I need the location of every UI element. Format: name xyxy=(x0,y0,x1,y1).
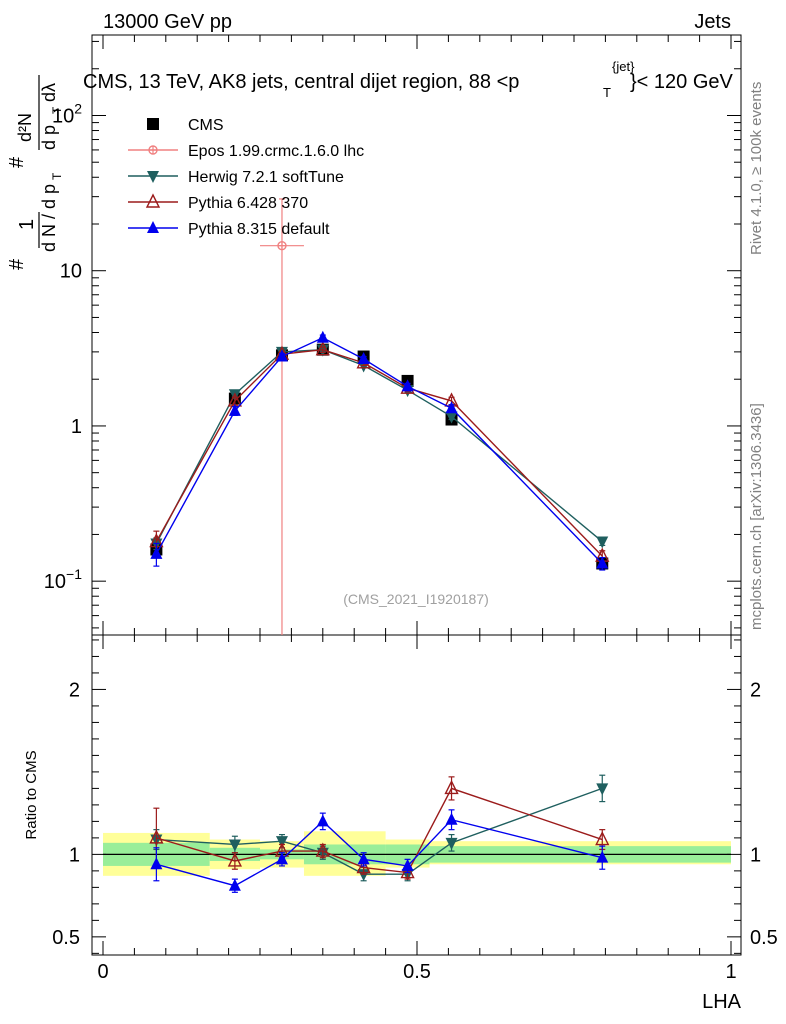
x-tick-label: 0.5 xyxy=(403,961,431,983)
series-line xyxy=(155,336,603,564)
legend-label: Pythia 8.315 default xyxy=(188,221,330,238)
data-point xyxy=(445,812,458,825)
data-point xyxy=(596,556,609,569)
legend-label: CMS xyxy=(188,117,224,134)
legend-marker xyxy=(147,221,159,233)
plot-title: CMS, 13 TeV, AK8 jets, central dijet reg… xyxy=(83,59,734,100)
data-point xyxy=(150,857,163,870)
data-point xyxy=(315,842,330,857)
main-series-herwig-7-2-1-softtune xyxy=(150,344,609,551)
series-line xyxy=(156,818,603,887)
data-point xyxy=(401,858,414,871)
legend-label: Herwig 7.2.1 softTune xyxy=(188,169,344,186)
axis-ticks xyxy=(92,35,741,955)
series-line xyxy=(155,348,603,557)
legend-label: Epos 1.99.crmc.1.6.0 lhc xyxy=(188,143,364,160)
data-point xyxy=(275,349,288,362)
data-point xyxy=(596,536,609,549)
ratio-series-pythia-8-315-default xyxy=(150,809,609,893)
data-point xyxy=(228,839,241,852)
data-point xyxy=(275,852,288,865)
ratio-series-group xyxy=(149,774,610,893)
main-y-axis-label: # 1 d N / d p T # d²N d p T dλ xyxy=(6,75,64,270)
ratio-y-tick-label-right: 2 xyxy=(750,679,761,701)
ylabel-dpt: d p xyxy=(39,125,59,150)
series-line xyxy=(156,787,603,875)
data-point xyxy=(445,401,458,414)
legend-marker xyxy=(147,118,159,130)
ratio-y-tick-label: 0.5 xyxy=(52,927,80,949)
data-point xyxy=(444,779,459,795)
data-point xyxy=(596,850,609,863)
data-point xyxy=(316,814,329,827)
legend: CMS Epos 1.99.crmc.1.6.0 lhc Herwig 7.2.1 … xyxy=(128,117,364,238)
ratio-y-tick-label: 2 xyxy=(69,679,80,701)
mcplots-label: mcplots.cern.ch [arXiv:1306.3436] xyxy=(748,403,765,630)
energy-label: 13000 GeV pp xyxy=(103,11,232,33)
title-main: CMS, 13 TeV, AK8 jets, central dijet reg… xyxy=(83,71,519,93)
main-series-epos-1-99-crmc-1-6-0-lhc xyxy=(260,198,304,635)
data-point xyxy=(445,411,458,424)
x-tick-label: 1 xyxy=(725,961,736,983)
series-line xyxy=(156,787,603,874)
ratio-y-axis-label: Ratio to CMS xyxy=(23,750,40,839)
ylabel-t1: T xyxy=(50,172,64,180)
main-y-tick-label: 10−1 xyxy=(44,566,82,593)
main-y-tick-label: 102 xyxy=(52,100,82,127)
title-sub: T xyxy=(603,85,611,100)
main-y-tick-label: 1 xyxy=(71,416,82,438)
x-tick-label: 0 xyxy=(97,961,108,983)
ylabel-hash-1: # xyxy=(6,258,28,270)
legend-label: Pythia 6.428 370 xyxy=(188,195,308,212)
x-axis-label: LHA xyxy=(702,991,742,1013)
main-series-pythia-6-428-370 xyxy=(149,341,610,563)
legend-marker xyxy=(147,171,159,183)
legend-marker xyxy=(145,193,161,208)
ylabel-dlambda: dλ xyxy=(39,83,59,102)
ylabel-one: 1 xyxy=(16,219,38,230)
data-point xyxy=(595,830,610,846)
data-point xyxy=(596,783,609,796)
title-sup: {jet} xyxy=(612,59,635,74)
ylabel-dndpt: d N / d p xyxy=(39,184,59,252)
process-label: Jets xyxy=(694,11,731,33)
ylabel-t2: T xyxy=(50,106,64,114)
ratio-y-tick-label: 1 xyxy=(69,844,80,866)
ylabel-hash-2: # xyxy=(6,156,28,168)
series-line xyxy=(155,348,603,544)
data-point xyxy=(316,330,329,343)
data-point xyxy=(401,379,414,392)
data-point xyxy=(400,863,415,879)
ratio-y-tick-label-right: 1 xyxy=(750,844,761,866)
main-y-tick-label: 10 xyxy=(60,261,82,283)
data-point xyxy=(315,341,330,356)
data-point xyxy=(357,852,370,865)
data-point xyxy=(356,859,371,874)
data-point xyxy=(445,837,458,850)
data-point xyxy=(357,351,370,364)
analysis-watermark: (CMS_2021_I1920187) xyxy=(343,591,489,607)
data-point xyxy=(228,878,241,891)
main-series-group xyxy=(149,198,610,635)
ratio-y-tick-label-right: 0.5 xyxy=(750,927,778,949)
axis-tick-labels: 0 0.5 1 10−1 1 10 102 0.5 0.5 1 1 2 2 xyxy=(44,100,778,983)
ratio-panel-frame xyxy=(91,634,742,956)
data-point xyxy=(275,836,288,849)
data-point xyxy=(228,403,241,416)
data-point xyxy=(150,546,163,559)
main-series-cms xyxy=(150,343,609,570)
rivet-label: Rivet 4.1.0, ≥ 100k events xyxy=(748,82,765,255)
title-end: }< 120 GeV xyxy=(630,71,734,93)
ylabel-d2n: d²N xyxy=(15,113,35,142)
main-series-pythia-8-315-default xyxy=(150,330,609,571)
data-point xyxy=(149,829,164,844)
data-point xyxy=(227,852,243,867)
